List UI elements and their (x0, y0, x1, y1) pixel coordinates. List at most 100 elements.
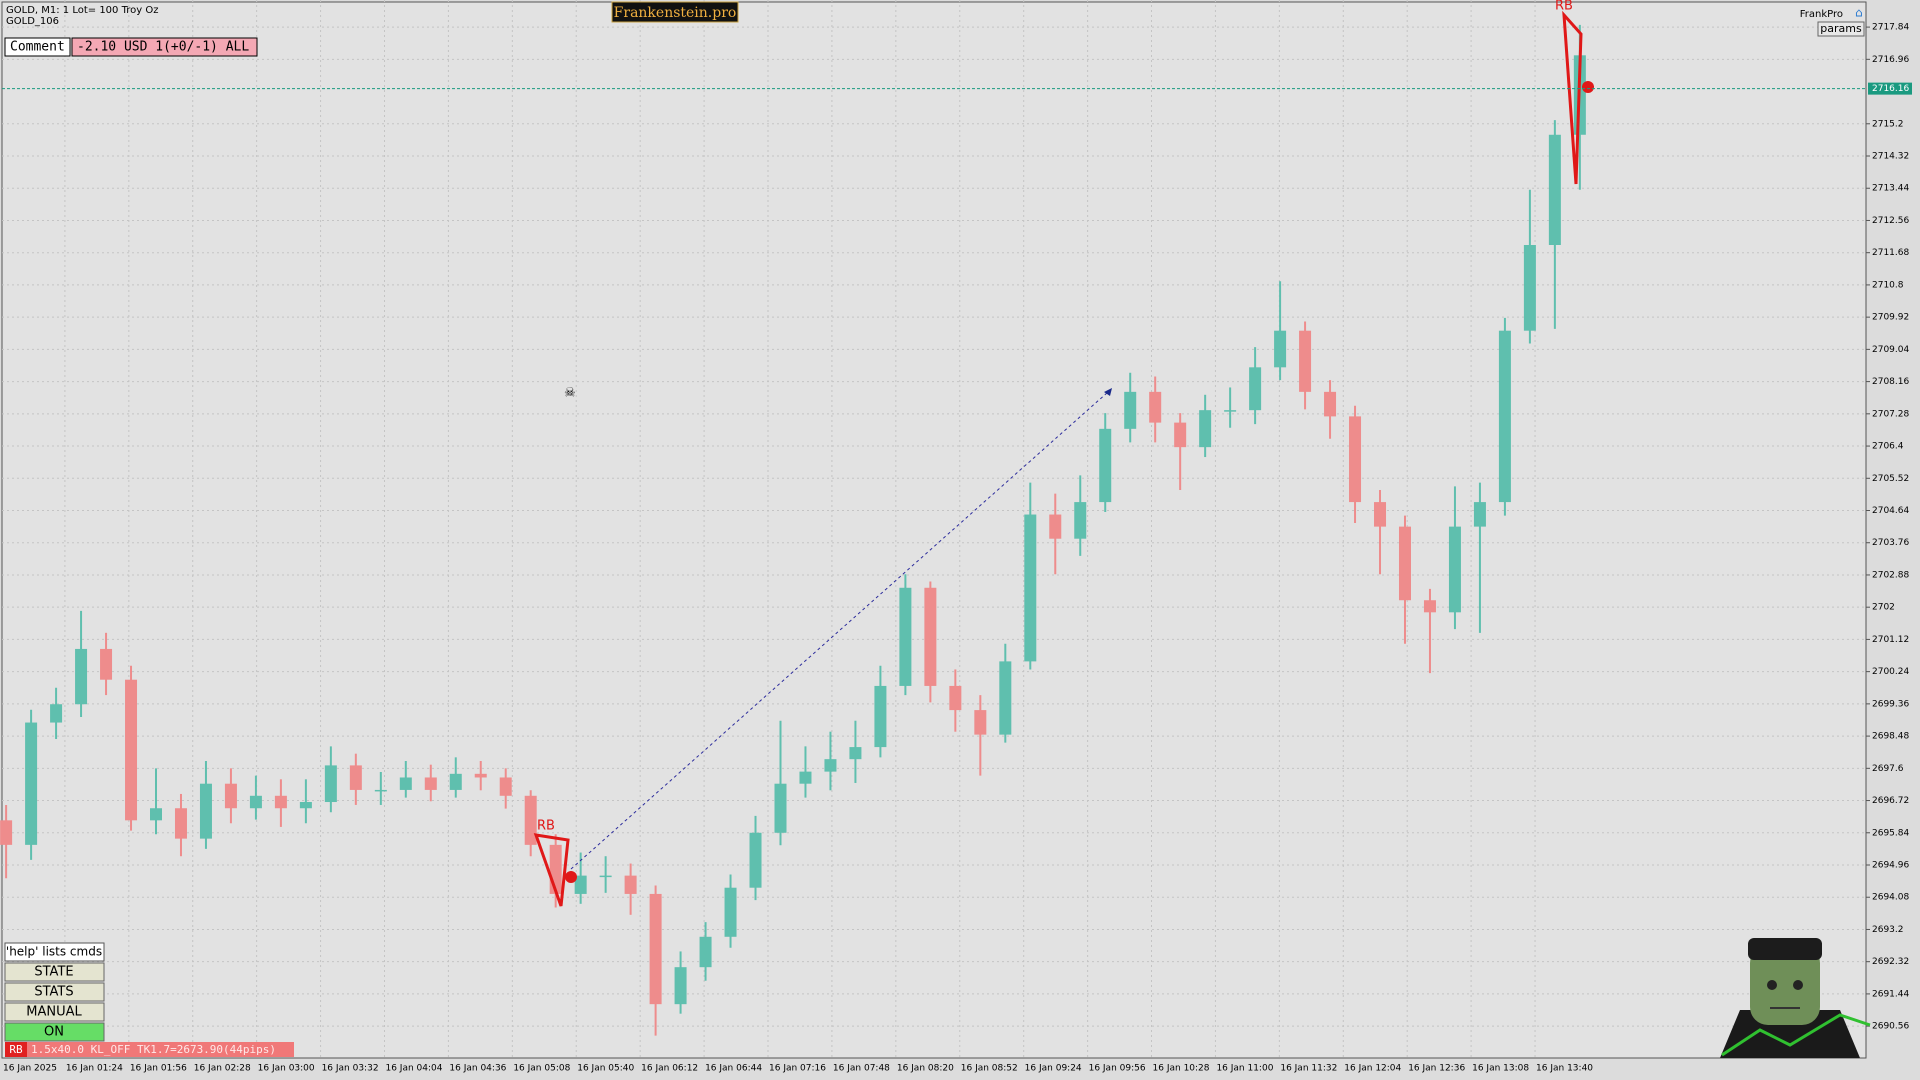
y-tick-label: 2700.24 (1872, 667, 1909, 677)
y-tick-label: 2717.84 (1872, 23, 1909, 33)
candle-body (100, 648, 113, 680)
y-tick-label: 2699.36 (1872, 699, 1909, 709)
status-text: 1.5x40.0 KL_OFF TK1.7=2673.90(44pips) (31, 1043, 276, 1056)
x-tick-label: 16 Jan 09:24 (1025, 1064, 1082, 1074)
y-tick-label: 2694.96 (1872, 861, 1909, 871)
arrow (1104, 388, 1112, 396)
x-tick-label: 16 Jan 12:04 (1344, 1064, 1401, 1074)
command-button[interactable] (4, 1022, 105, 1042)
y-tick-label: 2708.16 (1872, 377, 1909, 387)
candle-body (1274, 330, 1287, 368)
command-button-label[interactable]: STATE (34, 965, 73, 980)
x-tick-label: 16 Jan 07:16 (769, 1064, 826, 1074)
candle-body (249, 795, 262, 809)
plot-area (1, 1, 1867, 1059)
status-tag-box (5, 1042, 27, 1057)
candle-body (924, 587, 937, 686)
candle-body (474, 773, 487, 778)
x-tick-label: 16 Jan 04:36 (449, 1064, 506, 1074)
y-tick-label: 2697.6 (1872, 764, 1904, 774)
comment-value: -2.10 USD 1(+0/-1) ALL (77, 40, 249, 55)
y-tick-label: 2694.08 (1872, 893, 1909, 903)
candle-body (1398, 526, 1411, 601)
candle-body (399, 777, 412, 790)
x-tick-label: 16 Jan 02:28 (194, 1064, 251, 1074)
candle-body (1199, 410, 1212, 448)
last-price-box (1868, 82, 1912, 95)
candle-body (524, 795, 537, 845)
x-tick-label: 16 Jan 09:56 (1089, 1064, 1146, 1074)
y-tick-label: 2696.72 (1872, 796, 1909, 806)
candle-body (50, 704, 63, 723)
x-tick-label: 16 Jan 13:40 (1536, 1064, 1593, 1074)
candle-body (1523, 244, 1536, 331)
y-tick-label: 2702.88 (1872, 570, 1909, 580)
triangle (533, 833, 570, 907)
x-tick-label: 16 Jan 06:44 (705, 1064, 762, 1074)
candle-body (374, 789, 387, 792)
grid (2, 0, 1870, 1058)
command-button-label[interactable]: ON (44, 1025, 64, 1040)
x-tick-label: 16 Jan 04:04 (385, 1064, 442, 1074)
y-tick-label: 2707.28 (1872, 409, 1909, 419)
x-tick-label: 16 Jan 05:08 (513, 1064, 570, 1074)
brand: Frankenstein.pro (614, 5, 737, 21)
command-button[interactable] (4, 982, 105, 1002)
candles (0, 24, 1586, 1036)
y-tick-label: 2713.44 (1872, 184, 1909, 194)
candle-body (1548, 134, 1561, 245)
candle-body (174, 808, 187, 839)
x-tick-label: 16 Jan 03:00 (258, 1064, 315, 1074)
candle-body (1024, 514, 1037, 662)
candle-body (1124, 391, 1137, 429)
x-tick-label: 16 Jan 01:24 (66, 1064, 123, 1074)
y-tick-label: 2703.76 (1872, 538, 1909, 548)
candle-body (724, 887, 737, 937)
candle-body (1374, 502, 1387, 527)
x-tick-label: 16 Jan 07:48 (833, 1064, 890, 1074)
candle-body (150, 808, 163, 821)
candle-body (624, 875, 637, 894)
status-bar (5, 1042, 294, 1057)
candle-body (774, 783, 787, 833)
params-label[interactable]: params (1820, 22, 1862, 35)
rb-label: RB (537, 819, 555, 834)
y-tick-label: 2714.32 (1872, 152, 1909, 162)
params-button[interactable] (1817, 21, 1865, 37)
command-button[interactable] (4, 1002, 105, 1022)
candle-body (1174, 422, 1187, 448)
candle-body (1473, 502, 1486, 527)
y-tick-label: 2702 (1872, 603, 1895, 613)
y-tick-label: 2716.96 (1872, 55, 1909, 65)
y-tick-label: 2695.84 (1872, 828, 1909, 838)
command-button[interactable] (4, 962, 105, 982)
account: GOLD_106 (6, 16, 59, 27)
candle-body (25, 722, 38, 845)
candle-body (499, 777, 512, 796)
candle-body (274, 795, 287, 809)
candle-body (1423, 600, 1436, 613)
skull-icon: ☠ (564, 386, 576, 401)
y-tick-label: 2691.44 (1872, 989, 1909, 999)
exit-marker (1582, 81, 1594, 93)
command-button-label[interactable]: MANUAL (26, 1005, 82, 1020)
candle-body (824, 759, 837, 772)
x-tick-label: 16 Jan 03:32 (322, 1064, 379, 1074)
help-text: 'help' lists cmds (6, 945, 102, 959)
help-box (4, 942, 105, 962)
candle-body (1149, 391, 1162, 423)
y-tick-label: 2690.56 (1872, 1022, 1909, 1032)
x-tick-label: 16 Jan 11:32 (1280, 1064, 1337, 1074)
user: FrankPro (1800, 9, 1843, 20)
x-tick-label: 16 Jan 10:28 (1153, 1064, 1210, 1074)
command-button-label[interactable]: STATS (34, 985, 73, 1000)
candle-body (324, 765, 337, 803)
x-tick-label: 16 Jan 11:00 (1216, 1064, 1273, 1074)
x-tick-label: 16 Jan 12:36 (1408, 1064, 1465, 1074)
y-tick-label: 2706.4 (1872, 442, 1904, 452)
candle-body (299, 802, 312, 809)
y-tick-label: 2709.92 (1872, 313, 1909, 323)
candle-body (424, 777, 437, 790)
candle-body (849, 747, 862, 760)
